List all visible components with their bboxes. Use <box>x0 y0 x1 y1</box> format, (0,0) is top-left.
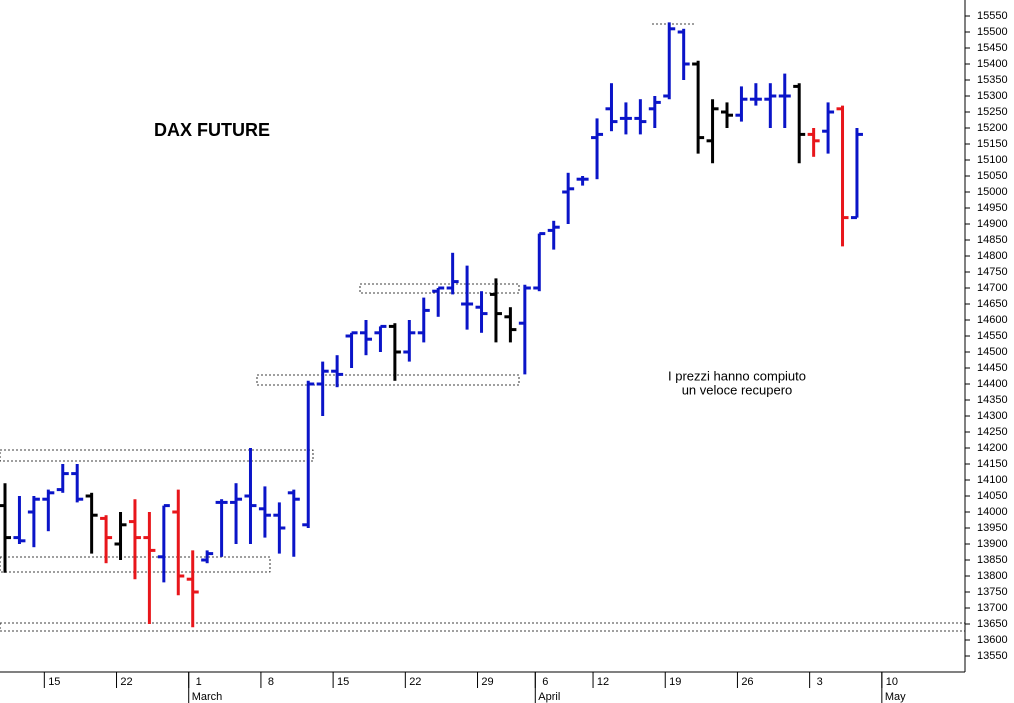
plot-area <box>0 0 965 672</box>
x-tick-label: 22 <box>409 676 421 688</box>
x-tick-label: 29 <box>481 676 493 688</box>
annotation: un veloce recupero <box>682 382 793 397</box>
y-tick-label: 13750 <box>977 586 1008 598</box>
month-label: May <box>885 691 906 703</box>
x-tick-label: 19 <box>669 676 681 688</box>
y-tick-label: 14350 <box>977 394 1008 406</box>
y-tick-label: 14700 <box>977 282 1008 294</box>
y-tick-label: 15350 <box>977 74 1008 86</box>
y-tick-label: 13700 <box>977 602 1008 614</box>
y-tick-label: 14300 <box>977 410 1008 422</box>
y-tick-label: 14500 <box>977 346 1008 358</box>
y-tick-label: 15050 <box>977 170 1008 182</box>
y-tick-label: 14000 <box>977 506 1008 518</box>
y-tick-label: 15100 <box>977 154 1008 166</box>
x-tick-label: 1 <box>196 676 202 688</box>
y-tick-label: 13550 <box>977 650 1008 662</box>
y-tick-label: 13600 <box>977 634 1008 646</box>
y-tick-label: 13900 <box>977 538 1008 550</box>
month-label: April <box>538 691 560 703</box>
y-tick-label: 15400 <box>977 58 1008 70</box>
resistance-zone <box>0 449 314 462</box>
y-tick-label: 14150 <box>977 458 1008 470</box>
y-tick-label: 14850 <box>977 234 1008 246</box>
x-tick-label: 10 <box>886 676 898 688</box>
y-tick-label: 14600 <box>977 314 1008 326</box>
y-tick-label: 14800 <box>977 250 1008 262</box>
y-tick-label: 14400 <box>977 378 1008 390</box>
y-tick-label: 14450 <box>977 362 1008 374</box>
y-tick-label: 15500 <box>977 26 1008 38</box>
y-tick-label: 15000 <box>977 186 1008 198</box>
x-tick-label: 15 <box>48 676 60 688</box>
y-tick-label: 14750 <box>977 266 1008 278</box>
y-tick-label: 14250 <box>977 426 1008 438</box>
y-tick-label: 15200 <box>977 122 1008 134</box>
y-tick-label: 13950 <box>977 522 1008 534</box>
y-tick-label: 13800 <box>977 570 1008 582</box>
x-tick-label: 8 <box>268 676 274 688</box>
y-tick-label: 14550 <box>977 330 1008 342</box>
y-tick-label: 14950 <box>977 202 1008 214</box>
annotation: I prezzi hanno compiuto <box>668 368 806 383</box>
chart-title: DAX FUTURE <box>154 120 270 140</box>
y-tick-label: 15450 <box>977 42 1008 54</box>
x-tick-label: 22 <box>120 676 132 688</box>
y-tick-label: 14200 <box>977 442 1008 454</box>
y-tick-label: 14900 <box>977 218 1008 230</box>
x-tick-label: 15 <box>337 676 349 688</box>
y-tick-label: 15550 <box>977 10 1008 22</box>
y-tick-label: 13850 <box>977 554 1008 566</box>
y-tick-label: 15150 <box>977 138 1008 150</box>
x-tick-label: 12 <box>597 676 609 688</box>
y-tick-label: 14100 <box>977 474 1008 486</box>
y-tick-label: 15250 <box>977 106 1008 118</box>
x-tick-label: 6 <box>542 676 548 688</box>
y-tick-label: 14050 <box>977 490 1008 502</box>
x-tick-label: 26 <box>741 676 753 688</box>
y-tick-label: 13650 <box>977 618 1008 630</box>
x-tick-label: 3 <box>817 676 823 688</box>
month-label: March <box>192 691 223 703</box>
y-tick-label: 15300 <box>977 90 1008 102</box>
y-tick-label: 14650 <box>977 298 1008 310</box>
